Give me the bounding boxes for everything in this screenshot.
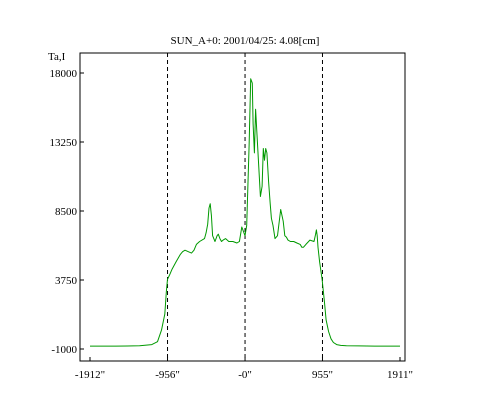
series-layer [90, 78, 400, 347]
y-tick-label: 18000 [50, 68, 78, 80]
series-line [90, 78, 400, 347]
y-tick-label: 8500 [55, 206, 78, 218]
x-tick-label: 1911" [387, 369, 413, 381]
plot-frame [79, 52, 406, 362]
y-tick-label: 13250 [50, 137, 78, 149]
reference-lines [167, 53, 323, 361]
y-axis-ticks: -1000 3750 8500 13250 18000 [50, 68, 84, 356]
y-tick-label: -1000 [51, 344, 77, 356]
x-axis-ticks: -1912" -956" -0" 955" 1911" [75, 357, 413, 381]
x-tick-label: 955" [312, 369, 333, 381]
x-tick-label: -0" [238, 369, 252, 381]
y-tick-label: 3750 [55, 275, 78, 287]
chart-title: SUN_A+0: 2001/04/25: 4.08[cm] [171, 35, 320, 47]
x-tick-label: -956" [155, 369, 180, 381]
y-axis-label: Ta,I [48, 51, 66, 63]
x-tick-label: -1912" [75, 369, 105, 381]
